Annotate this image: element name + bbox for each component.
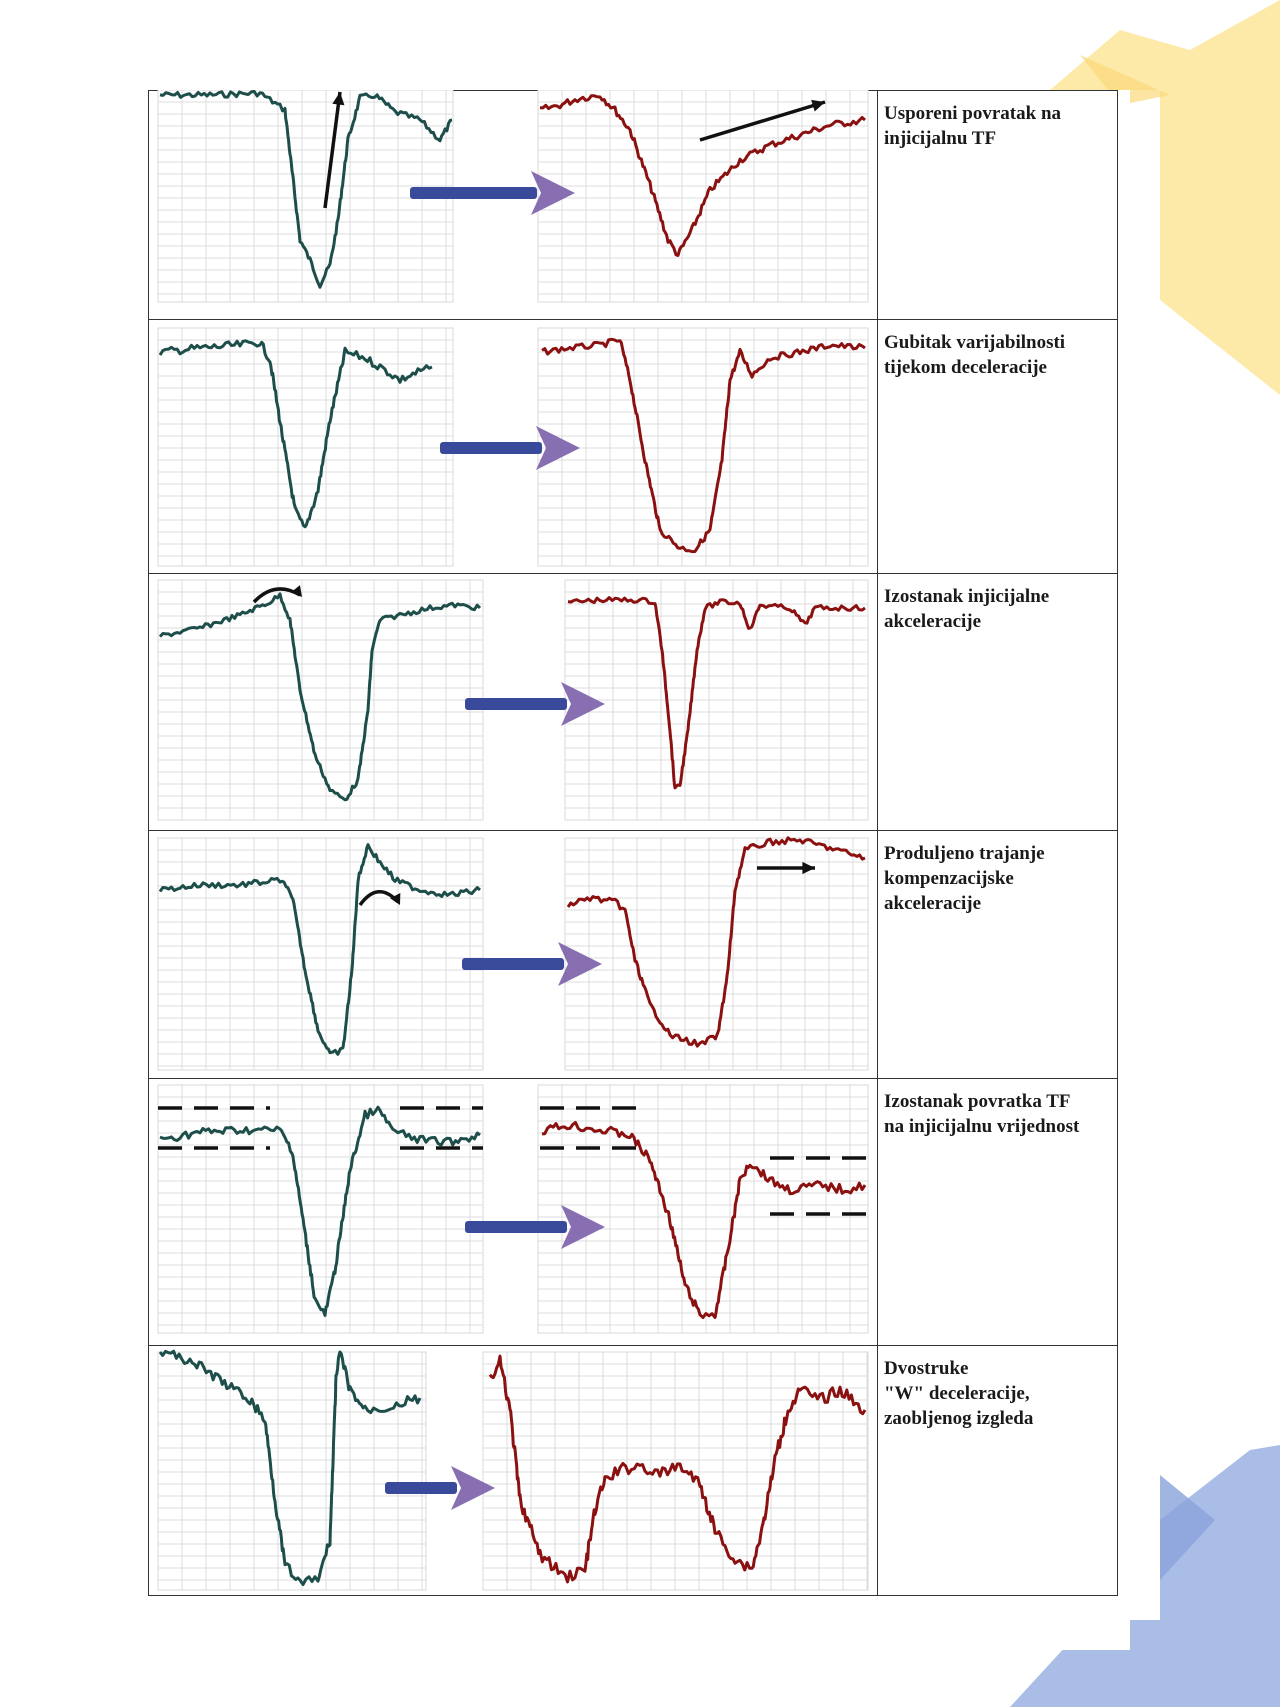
transition-arrow-icon (465, 698, 567, 710)
annotation-arrow-icon (323, 91, 342, 209)
row-label: Izostanak injicijalne akceleracije (877, 573, 1118, 831)
document-page: Usporeni povratak na injicijalnu TF Gubi… (0, 90, 1130, 1650)
transition-arrow-icon (385, 1482, 457, 1494)
arrow-head-icon (390, 893, 401, 905)
graph-grid (157, 90, 454, 303)
abnormal-trace (541, 1121, 867, 1319)
annotation-arrow-icon (699, 100, 826, 142)
arrow-head-icon (561, 682, 605, 726)
normal-trace (159, 1105, 481, 1317)
graph-grid (157, 579, 484, 821)
graph-grid (537, 327, 869, 567)
graph-grid (157, 327, 454, 567)
transition-arrow-icon (465, 1221, 567, 1233)
row-label: Izostanak povratka TF na injicijalnu vri… (877, 1078, 1118, 1346)
graph-grid (157, 1351, 427, 1591)
yellow-corner-shape (1080, 55, 1170, 105)
graph-grid (157, 1084, 484, 1334)
arrow-head-icon (290, 585, 302, 597)
graph-grid (537, 90, 869, 303)
arrow-head-icon (332, 92, 345, 106)
graph-grid (537, 1084, 869, 1334)
abnormal-trace (566, 836, 866, 1048)
normal-trace (158, 1349, 422, 1587)
abnormal-trace (567, 596, 866, 790)
arrow-head-icon (531, 171, 575, 215)
arrow-head-icon (802, 861, 815, 875)
transition-arrow-icon (462, 958, 564, 970)
graph-grid (564, 579, 869, 821)
transition-arrow-icon (410, 187, 537, 199)
normal-trace (158, 843, 481, 1056)
blue-corner-shape (1160, 1475, 1215, 1580)
yellow-corner-shape (1050, 0, 1280, 395)
ctg-graphs-layer (157, 90, 869, 1591)
arrow-head-icon (558, 942, 602, 986)
row-label: Gubitak varijabilnosti tijekom decelerac… (877, 319, 1118, 574)
abnormal-trace (539, 94, 866, 257)
normal-trace (158, 339, 433, 529)
arrow-head-icon (561, 1205, 605, 1249)
arrow-head-icon (451, 1466, 495, 1510)
arrow-head-icon (811, 99, 825, 112)
abnormal-trace (488, 1354, 867, 1584)
abnormal-trace (541, 337, 866, 554)
arrow-head-icon (536, 426, 580, 470)
transition-arrow-icon (440, 442, 542, 454)
graph-grid (564, 837, 869, 1071)
graph-grid (157, 837, 484, 1071)
row-label: Produljeno trajanje kompenzacijske akcel… (877, 830, 1118, 1079)
normal-trace (158, 592, 482, 802)
normal-trace (159, 90, 453, 289)
row-label: Dvostruke "W" deceleracije, zaobljenog i… (877, 1345, 1118, 1596)
